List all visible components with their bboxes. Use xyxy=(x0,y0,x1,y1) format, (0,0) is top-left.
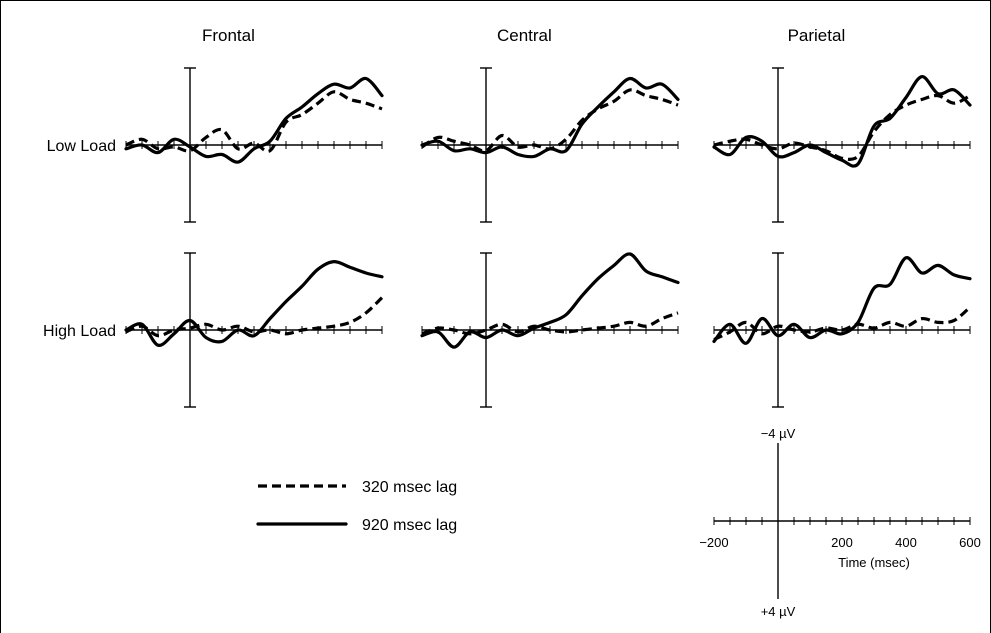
scale-x-axis-label: Time (msec) xyxy=(838,555,910,570)
scale-y-top-label: −4 µV xyxy=(761,426,796,441)
panel-low-load-frontal xyxy=(124,67,384,223)
column-title-parietal: Parietal xyxy=(788,26,846,45)
scale-y-bottom-label: +4 µV xyxy=(761,604,796,619)
trace-920-msec-lag xyxy=(420,76,680,159)
trace-320-msec-lag xyxy=(421,311,679,336)
panel-low-load-central xyxy=(420,67,680,223)
trace-320-msec-lag xyxy=(713,93,971,161)
scale-tick-label: 200 xyxy=(831,535,853,550)
scale-tick-label: 400 xyxy=(895,535,917,550)
trace-920-msec-lag xyxy=(712,75,972,168)
trace-320-msec-lag xyxy=(125,90,383,153)
row-label-low-load: Low Load xyxy=(47,138,116,155)
trace-320-msec-lag xyxy=(713,305,972,341)
legend-label-lag320: 320 msec lag xyxy=(362,479,457,496)
trace-920-msec-lag xyxy=(420,252,680,349)
column-title-central: Central xyxy=(497,26,552,45)
trace-920-msec-lag xyxy=(124,76,384,164)
panel-high-load-parietal xyxy=(712,252,972,408)
column-title-frontal: Frontal xyxy=(202,26,255,45)
scale-tick-label: −200 xyxy=(699,535,728,550)
scale-tick-label: 600 xyxy=(959,535,981,550)
panel-high-load-frontal xyxy=(124,252,384,408)
panel-low-load-parietal xyxy=(712,67,972,223)
trace-920-msec-lag xyxy=(124,260,384,347)
row-label-high-load: High Load xyxy=(43,323,116,340)
trace-920-msec-lag xyxy=(712,256,972,345)
legend-label-lag920: 920 msec lag xyxy=(362,517,457,534)
panel-high-load-central xyxy=(420,252,680,408)
trace-320-msec-lag xyxy=(125,296,384,338)
